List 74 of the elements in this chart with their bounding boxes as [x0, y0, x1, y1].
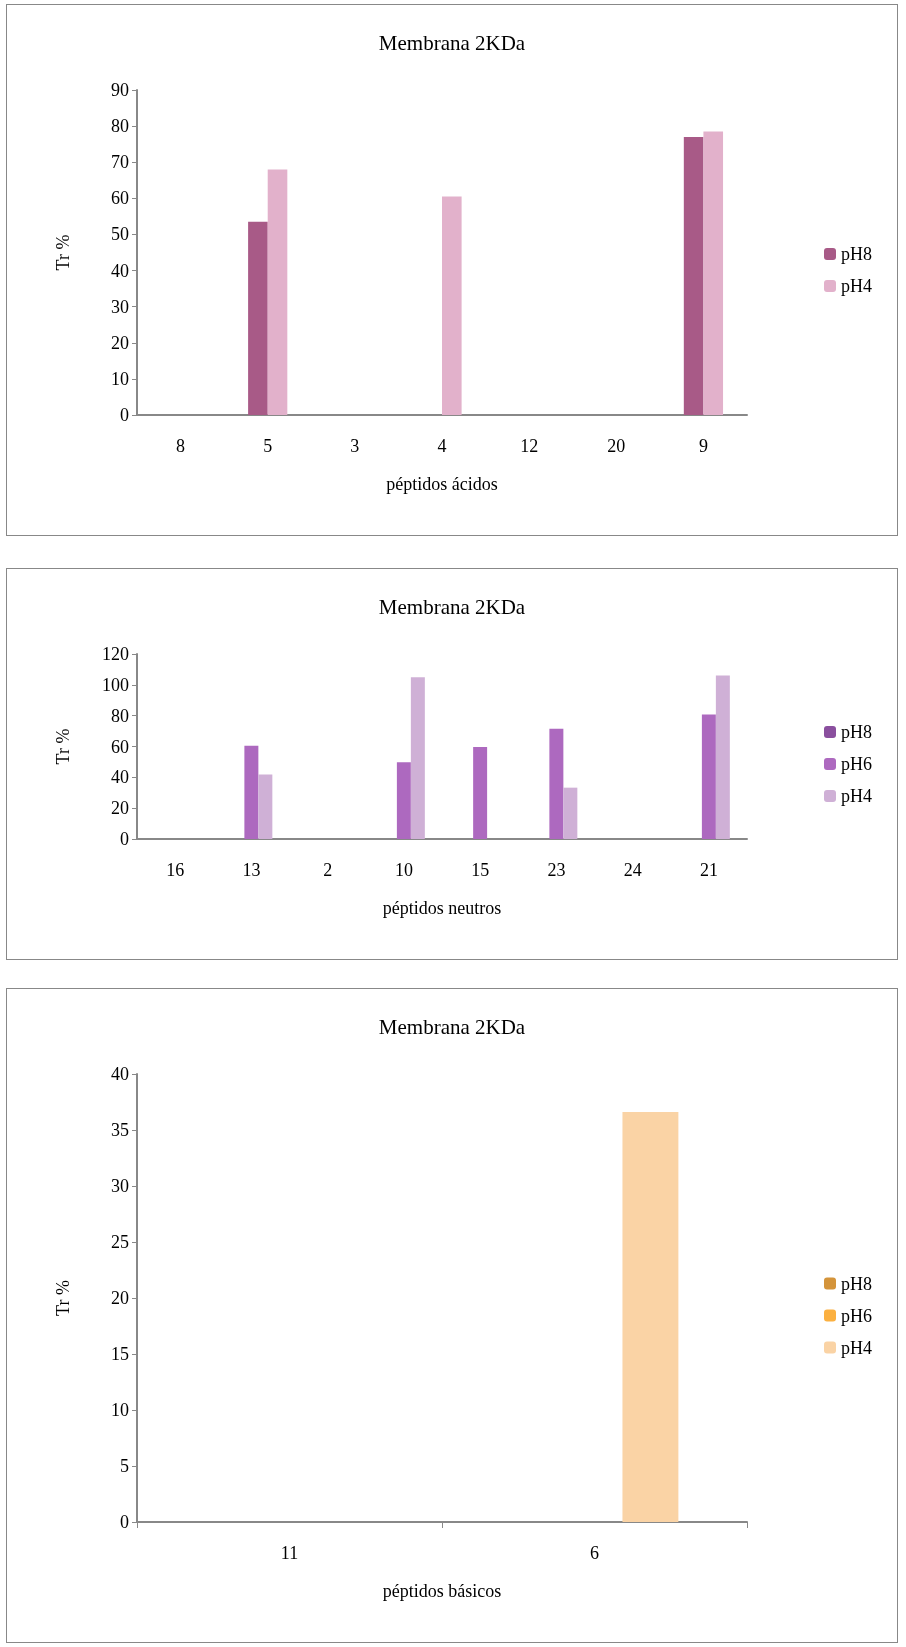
- chart-title: Membrana 2KDa: [378, 1014, 526, 1039]
- bar: [396, 762, 411, 839]
- y-tick-label: 40: [111, 767, 129, 788]
- y-tick-label: 30: [111, 296, 129, 317]
- bar: [267, 169, 288, 415]
- bar: [473, 747, 488, 839]
- x-tick-label: 5: [263, 436, 273, 456]
- bar: [563, 787, 578, 839]
- x-tick-label: 23: [547, 860, 566, 880]
- legend-label: pH6: [841, 1305, 872, 1326]
- x-tick-label: 20: [607, 436, 626, 456]
- y-tick-label: 10: [111, 1400, 129, 1420]
- x-axis-title: péptidos básicos: [382, 1581, 502, 1601]
- y-axis-title: Tr %: [53, 728, 73, 765]
- bar: [258, 774, 273, 839]
- bar: [683, 136, 704, 415]
- x-tick-label: 21: [699, 860, 718, 880]
- y-tick-label: 5: [120, 1456, 129, 1476]
- x-axis-title: péptidos neutros: [382, 898, 502, 918]
- y-tick-label: 80: [111, 705, 129, 726]
- bar: [248, 221, 268, 415]
- legend-label: pH4: [841, 276, 872, 296]
- y-tick-label: 80: [111, 116, 129, 137]
- y-tick-label: 15: [111, 1344, 129, 1364]
- x-tick-label: 13: [242, 860, 261, 880]
- y-tick-label: 70: [111, 152, 129, 173]
- y-tick-label: 25: [111, 1232, 129, 1252]
- x-axis-title: péptidos ácidos: [386, 474, 498, 494]
- legend-label: pH6: [841, 754, 872, 774]
- x-tick-label: 6: [590, 1543, 599, 1563]
- y-tick-label: 35: [111, 1120, 129, 1140]
- y-tick-label: 10: [111, 368, 129, 389]
- y-tick-label: 30: [111, 1176, 129, 1196]
- y-axis-title: Tr %: [53, 1280, 73, 1316]
- x-tick-label: 24: [623, 860, 642, 880]
- legend-label: pH8: [841, 1273, 872, 1294]
- y-tick-label: 20: [111, 1288, 129, 1308]
- x-tick-label: 10: [394, 860, 413, 880]
- x-tick-label: 11: [280, 1543, 299, 1563]
- x-tick-label: 3: [350, 436, 360, 456]
- y-tick-label: 50: [111, 224, 129, 245]
- legend-label: pH8: [841, 722, 872, 742]
- x-tick-label: 12: [520, 436, 539, 456]
- bar: [701, 714, 716, 839]
- y-tick-label: 40: [111, 260, 129, 281]
- y-tick-label: 40: [111, 1064, 129, 1084]
- bar: [549, 728, 564, 839]
- y-tick-label: 20: [111, 798, 129, 819]
- x-tick-label: 15: [471, 860, 490, 880]
- chart-title: Membrana 2KDa: [378, 30, 526, 55]
- bar: [442, 196, 462, 415]
- y-tick-label: 100: [102, 674, 129, 695]
- y-axis-title: Tr %: [53, 234, 73, 271]
- legend-label: pH8: [841, 244, 872, 264]
- bar: [244, 745, 259, 839]
- legend-label: pH4: [841, 1337, 872, 1358]
- y-tick-label: 0: [120, 1512, 129, 1532]
- x-tick-label: 16: [166, 860, 185, 880]
- bar: [410, 677, 425, 839]
- y-tick-label: 20: [111, 332, 129, 353]
- y-tick-label: 0: [120, 829, 129, 849]
- chart-title: Membrana 2KDa: [378, 594, 526, 619]
- y-tick-label: 0: [120, 405, 129, 425]
- legend-label: pH4: [841, 786, 872, 806]
- x-tick-label: 9: [698, 436, 708, 456]
- bar: [703, 131, 724, 415]
- y-tick-label: 60: [111, 188, 129, 209]
- x-tick-label: 8: [176, 436, 186, 456]
- y-tick-label: 120: [102, 644, 129, 664]
- y-tick-label: 60: [111, 736, 129, 757]
- x-tick-label: 2: [323, 860, 333, 880]
- x-tick-label: 4: [437, 436, 447, 456]
- bar: [715, 675, 730, 839]
- y-tick-label: 90: [111, 80, 129, 100]
